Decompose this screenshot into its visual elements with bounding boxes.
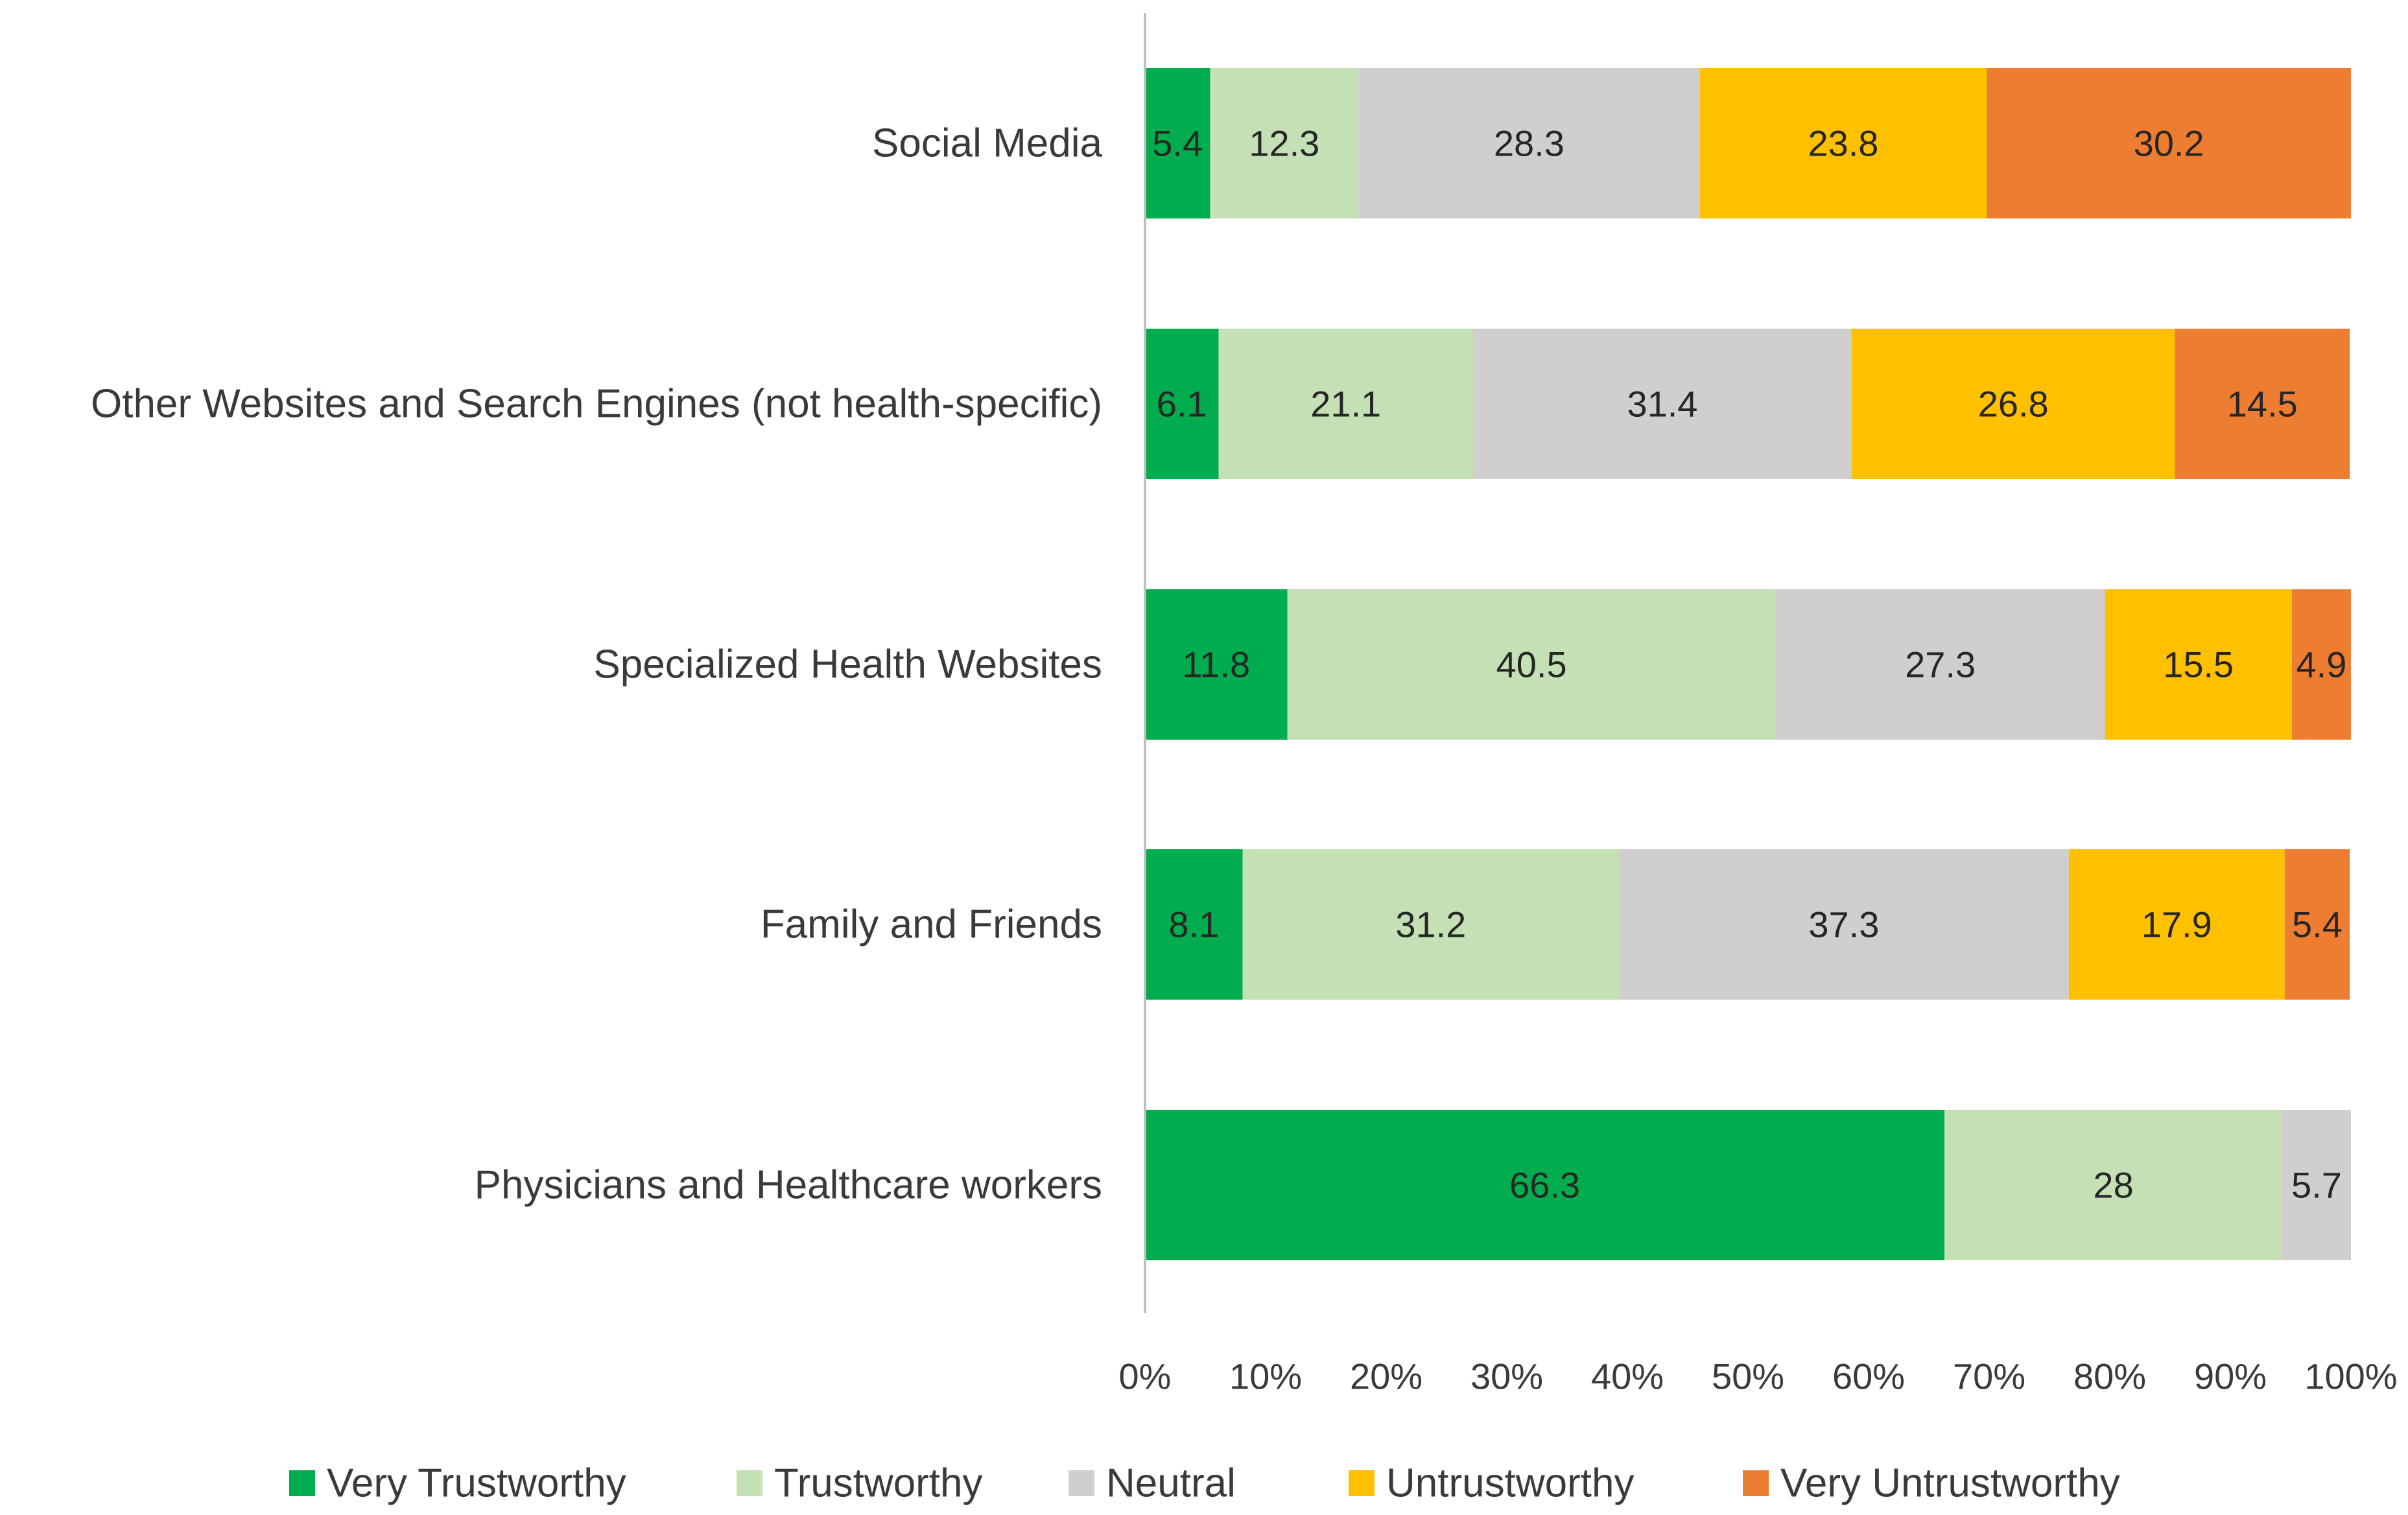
bar-segment-very-trustworthy-physicians-and-healthcare-workers: [1145, 1110, 1945, 1260]
data-label-trustworthy-social-media: 12.3: [1249, 123, 1319, 164]
bar-segment-untrustworthy-other-websites-and-search-engines-not-health-specific: [1851, 329, 2175, 479]
data-label-very-trustworthy-other-websites-and-search-engines-not-health-specific: 6.1: [1157, 384, 1207, 425]
data-label-trustworthy-family-and-friends: 31.2: [1395, 904, 1466, 945]
bar-segment-neutral-family-and-friends: [1618, 849, 2069, 1000]
bar-segment-trustworthy-other-websites-and-search-engines-not-health-specific: [1218, 329, 1473, 479]
data-label-neutral-specialized-health-websites: 27.3: [1905, 644, 1976, 685]
bar-segment-very-untrustworthy-social-media: [1987, 68, 2351, 218]
x-tick-label: 40%: [1591, 1356, 1664, 1397]
bar-segment-untrustworthy-specialized-health-websites: [2105, 589, 2292, 740]
x-tick-label: 100%: [2304, 1356, 2397, 1397]
x-tick-label: 60%: [1832, 1356, 1905, 1397]
bar-segment-untrustworthy-social-media: [1699, 68, 1987, 218]
data-label-very-untrustworthy-family-and-friends: 5.4: [2292, 904, 2343, 945]
bar-segment-very-trustworthy-specialized-health-websites: [1145, 589, 1288, 740]
data-label-very-trustworthy-family-and-friends: 8.1: [1168, 904, 1219, 945]
legend-label-untrustworthy: Untrustworthy: [1386, 1461, 1634, 1506]
x-tick-label: 30%: [1470, 1356, 1543, 1397]
legend-swatch-very-untrustworthy: [1743, 1470, 1769, 1496]
data-label-very-trustworthy-specialized-health-websites: 11.8: [1182, 644, 1250, 685]
x-tick-label: 0%: [1119, 1356, 1172, 1397]
category-label-physicians-and-healthcare-workers: Physicians and Healthcare workers: [475, 1163, 1102, 1208]
data-label-very-trustworthy-physicians-and-healthcare-workers: 66.3: [1509, 1165, 1580, 1206]
bar-segment-very-trustworthy-social-media: [1145, 68, 1210, 218]
data-label-untrustworthy-other-websites-and-search-engines-not-health-specific: 26.8: [1978, 384, 2049, 425]
bar-segment-neutral-social-media: [1358, 68, 1700, 218]
data-label-very-untrustworthy-specialized-health-websites: 4.9: [2296, 644, 2347, 685]
bar-segment-trustworthy-family-and-friends: [1242, 849, 1619, 1000]
data-label-neutral-other-websites-and-search-engines-not-health-specific: 31.4: [1627, 384, 1697, 425]
bar-segment-neutral-physicians-and-healthcare-workers: [2282, 1110, 2351, 1260]
data-label-neutral-social-media: 28.3: [1494, 123, 1564, 164]
legend-swatch-very-trustworthy: [289, 1470, 315, 1496]
legend-label-very-trustworthy: Very Trustworthy: [327, 1461, 626, 1506]
category-label-social-media: Social Media: [872, 121, 1102, 166]
bar-segment-trustworthy-specialized-health-websites: [1287, 589, 1776, 740]
bars-group: 5.4 12.3 28.3 23.8 30.2 6.1 21.1 31.4 26.8 14.5 11…: [1145, 68, 2351, 1260]
x-tick-label: 70%: [1953, 1356, 2025, 1397]
data-label-neutral-family-and-friends: 37.3: [1808, 904, 1879, 945]
bar-segment-very-trustworthy-other-websites-and-search-engines-not-health-specific: [1145, 329, 1219, 479]
x-tick-label: 80%: [2073, 1356, 2146, 1397]
legend-swatch-neutral: [1068, 1470, 1094, 1496]
data-label-untrustworthy-social-media: 23.8: [1808, 123, 1878, 164]
data-label-trustworthy-physicians-and-healthcare-workers: 28: [2093, 1165, 2133, 1206]
bar-segment-very-trustworthy-family-and-friends: [1145, 849, 1243, 1000]
x-axis-tick-labels: 0% 10% 20% 30% 40% 50% 60% 70% 80% 90% 100%: [1119, 1356, 2398, 1397]
bar-segment-trustworthy-physicians-and-healthcare-workers: [1944, 1110, 2282, 1260]
category-labels: Social Media Other Websites and Search En…: [91, 121, 1103, 1208]
category-label-specialized-health-websites: Specialized Health Websites: [593, 642, 1102, 687]
bar-segment-untrustworthy-family-and-friends: [2068, 849, 2285, 1000]
legend-swatch-untrustworthy: [1349, 1470, 1375, 1496]
data-label-untrustworthy-family-and-friends: 17.9: [2142, 904, 2212, 945]
legend-label-very-untrustworthy: Very Untrustworthy: [1780, 1461, 2120, 1506]
legend-label-neutral: Neutral: [1106, 1461, 1236, 1506]
category-label-family-and-friends: Family and Friends: [761, 902, 1102, 947]
bar-segment-very-untrustworthy-specialized-health-websites: [2291, 589, 2351, 740]
legend: Very Trustworthy Trustworthy Neutral Untrus…: [289, 1461, 2120, 1506]
legend-label-trustworthy: Trustworthy: [774, 1461, 983, 1506]
x-tick-label: 10%: [1229, 1356, 1302, 1397]
data-label-very-untrustworthy-other-websites-and-search-engines-not-health-specific: 14.5: [2227, 384, 2298, 425]
data-label-trustworthy-specialized-health-websites: 40.5: [1496, 644, 1567, 685]
x-tick-label: 90%: [2194, 1356, 2267, 1397]
category-label-other-websites-and-search-engines-not-health-specific: Other Websites and Search Engines (not h…: [91, 382, 1102, 427]
data-label-very-trustworthy-social-media: 5.4: [1152, 123, 1203, 164]
bar-segment-very-untrustworthy-other-websites-and-search-engines-not-health-specific: [2175, 329, 2350, 479]
data-label-untrustworthy-specialized-health-websites: 15.5: [2163, 644, 2234, 685]
bar-segment-trustworthy-social-media: [1210, 68, 1359, 218]
bar-segment-neutral-other-websites-and-search-engines-not-health-specific: [1472, 329, 1852, 479]
bar-segment-neutral-specialized-health-websites: [1775, 589, 2105, 740]
legend-swatch-trustworthy: [737, 1470, 762, 1496]
data-label-trustworthy-other-websites-and-search-engines-not-health-specific: 21.1: [1310, 384, 1381, 425]
bar-segment-very-untrustworthy-family-and-friends: [2284, 849, 2350, 1000]
data-label-very-untrustworthy-social-media: 30.2: [2134, 123, 2204, 164]
data-label-neutral-physicians-and-healthcare-workers: 5.7: [2291, 1165, 2342, 1206]
x-tick-label: 20%: [1350, 1356, 1422, 1397]
x-tick-label: 50%: [1712, 1356, 1784, 1397]
